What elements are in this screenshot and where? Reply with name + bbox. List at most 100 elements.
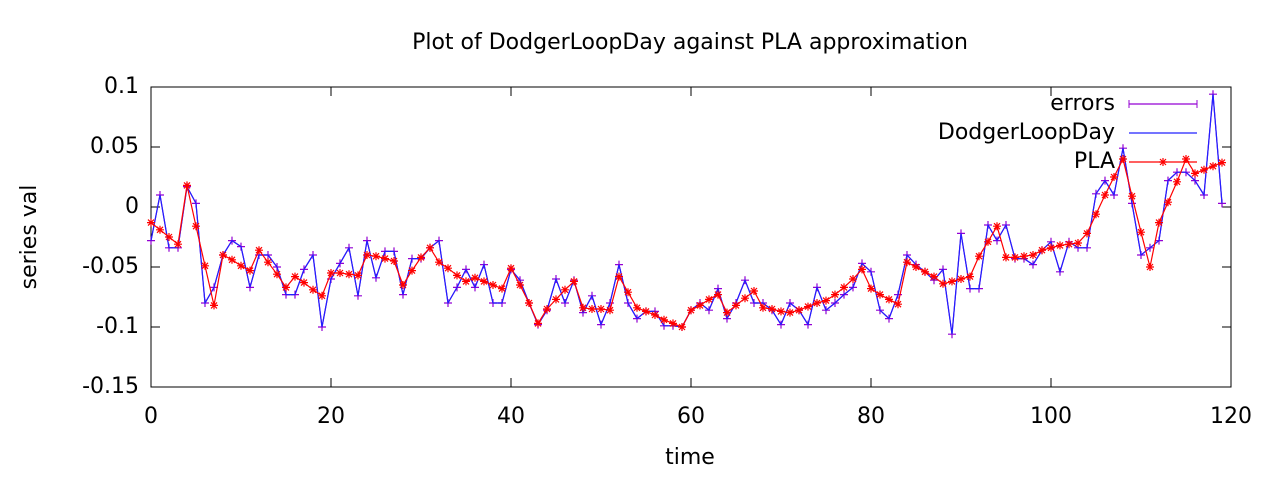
x-tick-label: 0 <box>144 404 158 429</box>
y-tick-label: 0.1 <box>104 74 139 99</box>
point-star <box>246 266 254 275</box>
point-star <box>867 284 875 293</box>
point-star <box>948 277 956 286</box>
point-star <box>993 222 1001 231</box>
point-star <box>1011 253 1019 262</box>
point-star <box>885 295 893 304</box>
point-star <box>435 258 443 267</box>
point-star <box>1038 246 1046 255</box>
point-star <box>822 296 830 305</box>
point-star <box>471 273 479 282</box>
point-star <box>858 265 866 274</box>
y-tick-label: -0.15 <box>82 374 139 399</box>
point-star <box>426 243 434 252</box>
point-star <box>399 281 407 289</box>
point-star <box>417 253 425 262</box>
point-star <box>552 295 560 304</box>
y-tick-label: 0.05 <box>90 134 139 159</box>
point-star <box>606 306 614 315</box>
point-star <box>1159 158 1167 166</box>
point-star <box>1020 252 1028 261</box>
point-star <box>498 284 506 293</box>
point-star <box>1002 253 1010 262</box>
point-star <box>840 283 848 292</box>
point-star <box>615 272 623 281</box>
point-star <box>759 303 767 312</box>
legend-label: DodgerLoopDay <box>938 120 1115 145</box>
point-star <box>723 308 731 317</box>
point-star <box>975 252 983 261</box>
point-star <box>1191 169 1199 178</box>
point-star <box>363 251 371 259</box>
point-star <box>579 303 587 312</box>
point-star <box>291 272 299 281</box>
point-star <box>507 264 515 273</box>
y-axis-label: series val <box>17 185 42 290</box>
point-star <box>1056 241 1064 250</box>
point-star <box>1047 243 1055 252</box>
point-star <box>1128 192 1136 201</box>
y-tick-label: 0 <box>125 194 139 219</box>
point-star <box>525 299 533 307</box>
y-tick-label: -0.1 <box>96 314 139 339</box>
point-star <box>1029 251 1037 259</box>
x-tick-label: 100 <box>1030 404 1072 429</box>
point-star <box>1101 191 1109 199</box>
point-star <box>876 290 884 299</box>
point-star <box>1200 165 1208 174</box>
point-star <box>201 261 209 270</box>
point-star <box>795 306 803 315</box>
point-star <box>1092 210 1100 219</box>
point-star <box>309 285 317 294</box>
point-star <box>957 275 965 283</box>
legend-label: PLA <box>1074 149 1115 174</box>
point-star <box>300 278 308 287</box>
point-star <box>1119 155 1127 163</box>
point-star <box>633 303 641 312</box>
point-star <box>741 294 749 303</box>
point-star <box>750 287 758 295</box>
point-star <box>660 315 668 324</box>
legend-label: errors <box>1050 91 1115 116</box>
point-star <box>174 240 182 249</box>
point-star <box>732 301 740 310</box>
point-star <box>930 272 938 281</box>
point-star <box>183 181 191 190</box>
point-star <box>1074 239 1082 247</box>
point-star <box>831 290 839 299</box>
point-star <box>768 305 776 313</box>
x-tick-label: 120 <box>1210 404 1252 429</box>
point-star <box>849 275 857 283</box>
point-star <box>192 222 200 231</box>
point-star <box>804 302 812 311</box>
point-star <box>1137 228 1145 237</box>
point-star <box>210 301 218 310</box>
y-tick-label: -0.05 <box>82 254 139 279</box>
point-star <box>273 270 281 279</box>
series-line <box>150 157 1223 328</box>
point-star <box>1083 229 1091 238</box>
point-star <box>147 218 155 227</box>
point-star <box>912 263 920 271</box>
x-tick-label: 80 <box>857 404 885 429</box>
point-star <box>813 299 821 307</box>
point-star <box>480 277 488 286</box>
point-star <box>903 258 911 267</box>
point-star <box>516 281 524 289</box>
chart-title: Plot of DodgerLoopDay against PLA approx… <box>412 30 968 55</box>
point-star <box>642 307 650 316</box>
point-star <box>705 295 713 304</box>
point-star <box>336 269 344 277</box>
point-star <box>624 288 632 297</box>
point-star <box>597 305 605 313</box>
point-star <box>237 261 245 270</box>
point-star <box>453 271 461 280</box>
point-star <box>543 305 551 313</box>
point-star <box>489 281 497 289</box>
point-star <box>381 254 389 263</box>
point-star <box>1209 162 1217 171</box>
point-star <box>984 237 992 246</box>
point-star <box>264 258 272 267</box>
point-star <box>318 291 326 300</box>
